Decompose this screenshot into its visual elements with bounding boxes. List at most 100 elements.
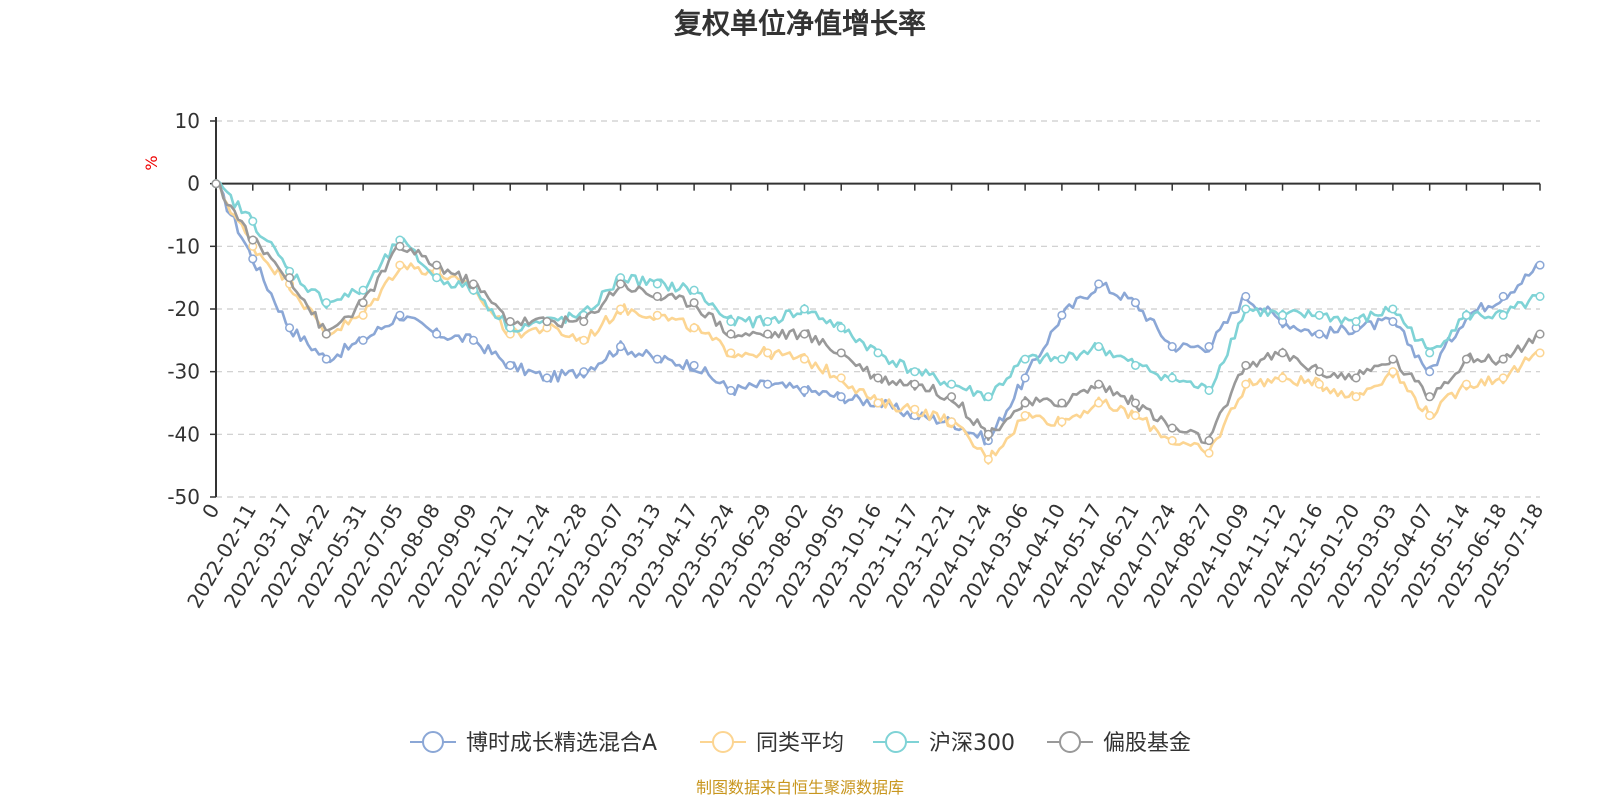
data-point[interactable] [689,298,699,308]
data-point[interactable] [910,367,920,377]
data-point[interactable] [836,348,846,358]
data-point[interactable] [726,316,736,327]
data-point[interactable] [468,279,478,289]
data-point[interactable] [652,279,662,289]
data-point[interactable] [1314,379,1324,389]
data-point[interactable] [1461,379,1471,389]
data-point[interactable] [616,342,626,352]
data-point[interactable] [1314,329,1324,339]
data-point[interactable] [1130,398,1140,408]
data-point[interactable] [542,373,552,383]
data-point[interactable] [873,373,883,383]
data-point[interactable] [1130,298,1140,308]
data-point[interactable] [947,379,957,389]
data-point[interactable] [1020,398,1030,408]
data-point[interactable] [726,385,736,396]
data-point[interactable] [726,329,736,339]
data-point[interactable] [248,254,258,264]
data-point[interactable] [1498,291,1508,302]
data-point[interactable] [910,404,920,414]
data-point[interactable] [1241,360,1251,370]
data-point[interactable] [983,429,993,439]
data-point[interactable] [505,316,515,327]
data-point[interactable] [1241,304,1251,314]
data-point[interactable] [1314,367,1324,377]
data-point[interactable] [1425,348,1435,358]
data-point[interactable] [1388,304,1398,314]
data-point[interactable] [763,379,773,389]
data-point[interactable] [1461,310,1471,320]
data-point[interactable] [652,354,662,364]
data-point[interactable] [432,273,442,283]
data-point[interactable] [983,392,993,402]
data-point[interactable] [799,304,809,314]
data-point[interactable] [947,417,957,427]
data-point[interactable] [873,398,883,408]
data-point[interactable] [1351,392,1361,402]
data-point[interactable] [1461,354,1471,364]
data-point[interactable] [1351,373,1361,383]
data-point[interactable] [542,316,552,327]
legend-item[interactable]: 博时成长精选混合A [410,731,657,756]
data-point[interactable] [1425,367,1435,377]
data-point[interactable] [1204,385,1214,396]
legend-item[interactable]: 偏股基金 [1047,731,1191,756]
data-point[interactable] [616,279,626,289]
data-point[interactable] [285,273,295,283]
data-point[interactable] [1094,279,1104,289]
data-point[interactable] [1498,354,1508,364]
data-point[interactable] [873,348,883,358]
data-point[interactable] [395,310,405,320]
data-point[interactable] [1278,348,1288,358]
data-point[interactable] [1167,373,1177,383]
data-point[interactable] [321,354,331,364]
data-point[interactable] [763,348,773,358]
data-point[interactable] [321,329,331,339]
data-point[interactable] [1020,373,1030,383]
data-point[interactable] [1057,417,1067,427]
data-point[interactable] [799,354,809,364]
data-point[interactable] [652,310,662,320]
legend-item[interactable]: 沪深300 [873,731,1015,756]
data-point[interactable] [1314,310,1324,320]
data-point[interactable] [1094,379,1104,389]
legend-item[interactable]: 同类平均 [700,731,844,756]
data-point[interactable] [726,348,736,358]
data-point[interactable] [1535,260,1545,270]
data-point[interactable] [1241,291,1251,302]
data-point[interactable] [1278,310,1288,320]
data-point[interactable] [689,360,699,370]
data-point[interactable] [1535,329,1545,339]
data-point[interactable] [689,285,699,295]
data-point[interactable] [1278,373,1288,383]
data-point[interactable] [1351,316,1361,327]
data-point[interactable] [763,329,773,339]
data-point[interactable] [358,335,368,345]
data-point[interactable] [432,260,442,270]
data-point[interactable] [358,285,368,295]
data-point[interactable] [799,329,809,339]
legend[interactable]: 博时成长精选混合A 同类平均 沪深300 偏股基金 [410,731,1191,756]
data-point[interactable] [211,179,221,189]
data-point[interactable] [1094,342,1104,352]
data-point[interactable] [1020,354,1030,364]
data-point[interactable] [358,298,368,308]
data-point[interactable] [1167,342,1177,352]
data-point[interactable] [1057,398,1067,408]
data-point[interactable] [1241,379,1251,389]
data-point[interactable] [358,310,368,320]
data-point[interactable] [432,329,442,339]
data-point[interactable] [579,335,589,345]
data-point[interactable] [248,216,258,226]
data-point[interactable] [1498,310,1508,320]
data-point[interactable] [616,304,626,314]
data-point[interactable] [285,323,295,333]
data-point[interactable] [836,392,846,402]
data-point[interactable] [1498,373,1508,383]
data-point[interactable] [1425,410,1435,421]
data-point[interactable] [1425,392,1435,402]
data-point[interactable] [395,260,405,270]
data-point[interactable] [579,316,589,327]
data-point[interactable] [799,385,809,396]
data-point[interactable] [505,360,515,370]
